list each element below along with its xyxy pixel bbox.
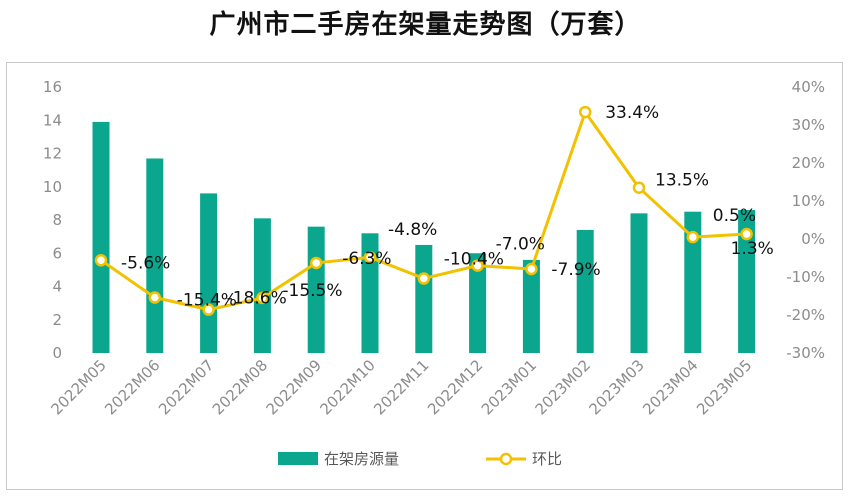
- data-label-2023M05: 1.3%: [731, 239, 774, 259]
- data-label-2022M11: -10.4%: [444, 250, 504, 270]
- legend-label-bar: 在架房源量: [324, 450, 399, 468]
- bar-2022M05: [92, 121, 110, 353]
- left-axis-tick: 16: [43, 78, 62, 96]
- line-series: [94, 105, 753, 316]
- left-axis-tick: 0: [52, 344, 62, 362]
- x-tick-2022M07: 2022M07: [155, 356, 217, 418]
- legend-swatch-bar: [278, 452, 318, 465]
- right-axis-tick: 30%: [792, 116, 825, 134]
- data-label-2022M05: -5.6%: [121, 253, 170, 273]
- left-axis: 0 2 4 6 8 10 12 14 16: [43, 78, 62, 362]
- right-axis-tick: 10%: [792, 192, 825, 210]
- right-axis-tick: -30%: [786, 344, 825, 362]
- x-tick-2022M10: 2022M10: [316, 356, 378, 418]
- line-point-2023M02: [578, 105, 592, 119]
- x-tick-2022M11: 2022M11: [370, 356, 432, 418]
- x-tick-2023M02: 2023M02: [532, 356, 594, 418]
- right-axis-tick: 40%: [792, 78, 825, 96]
- line-point-2023M03: [632, 181, 646, 194]
- x-tick-2023M05: 2023M05: [693, 356, 755, 418]
- right-axis-tick: -20%: [786, 306, 825, 324]
- legend: 在架房源量 环比: [278, 450, 562, 468]
- bar-2023M03: [630, 213, 648, 353]
- chart-frame: [6, 62, 843, 490]
- bar-2022M11: [415, 244, 433, 353]
- data-label-2022M09: -6.3%: [342, 249, 391, 269]
- left-axis-tick: 10: [43, 178, 62, 196]
- x-tick-2022M05: 2022M05: [47, 356, 109, 418]
- data-label-2022M10: -4.8%: [388, 220, 437, 240]
- right-axis-tick: 0%: [801, 230, 825, 248]
- data-label-2023M03: 13.5%: [655, 171, 709, 191]
- x-tick-2022M08: 2022M08: [209, 356, 271, 418]
- x-tick-2023M04: 2023M04: [639, 356, 701, 418]
- bar-2022M10: [361, 233, 379, 353]
- line-point-2023M04: [686, 230, 700, 244]
- left-axis-tick: 14: [43, 111, 62, 129]
- bar-2022M12: [469, 253, 487, 353]
- x-axis: 2022M052022M062022M072022M082022M092022M…: [47, 356, 755, 418]
- data-label-2023M02: 33.4%: [605, 103, 659, 123]
- bar-2022M07: [200, 193, 218, 353]
- chart-title: 广州市二手房在架量走势图（万套）: [209, 10, 642, 40]
- line-point-2022M07: [202, 303, 215, 316]
- bar-2022M06: [146, 158, 164, 353]
- bar-2022M08: [253, 218, 271, 353]
- bar-2023M02: [576, 229, 594, 353]
- left-axis-tick: 12: [43, 145, 62, 163]
- left-axis-tick: 4: [52, 278, 62, 296]
- data-label-2023M04: 0.5%: [713, 206, 756, 226]
- data-label-2022M12: -7.0%: [496, 235, 545, 255]
- line-data-labels: -5.6%-15.4%-18.6%-15.5%-6.3%-4.8%-10.4%-…: [121, 103, 774, 310]
- bar-2023M05: [738, 210, 756, 353]
- legend-swatch-marker: [499, 452, 513, 466]
- bar-2022M09: [307, 226, 325, 353]
- line-point-2022M12: [471, 259, 484, 272]
- line-point-2022M10: [363, 250, 377, 264]
- x-tick-2023M03: 2023M03: [585, 356, 647, 418]
- left-axis-tick: 2: [52, 311, 62, 329]
- legend-label-line: 环比: [532, 450, 562, 468]
- data-label-2022M07: -18.6%: [227, 289, 287, 309]
- line-point-2022M05: [94, 254, 108, 267]
- line-point-2023M05: [740, 227, 753, 241]
- bar-2023M01: [522, 259, 540, 353]
- right-axis: -30% -20% -10% 0% 10% 20% 30% 40%: [786, 78, 825, 362]
- line-point-2022M06: [148, 291, 162, 304]
- right-axis-tick: 20%: [792, 154, 825, 172]
- line-point-2023M01: [525, 262, 538, 276]
- x-tick-2022M12: 2022M12: [424, 356, 486, 418]
- right-axis-tick: -10%: [786, 268, 825, 286]
- data-label-2022M08: -15.5%: [282, 281, 342, 301]
- x-tick-2022M06: 2022M06: [101, 356, 163, 418]
- line-point-2022M11: [417, 272, 431, 285]
- x-tick-2022M09: 2022M09: [263, 356, 325, 418]
- line-point-2022M09: [309, 256, 323, 270]
- x-tick-2023M01: 2023M01: [478, 356, 540, 418]
- left-axis-tick: 6: [52, 244, 62, 262]
- data-label-2022M06: -15.4%: [177, 291, 237, 311]
- bar-series: [92, 121, 756, 353]
- bar-2023M04: [684, 211, 702, 353]
- line-point-2022M08: [256, 291, 269, 305]
- left-axis-tick: 8: [52, 211, 62, 229]
- data-label-2023M01: -7.9%: [551, 260, 600, 280]
